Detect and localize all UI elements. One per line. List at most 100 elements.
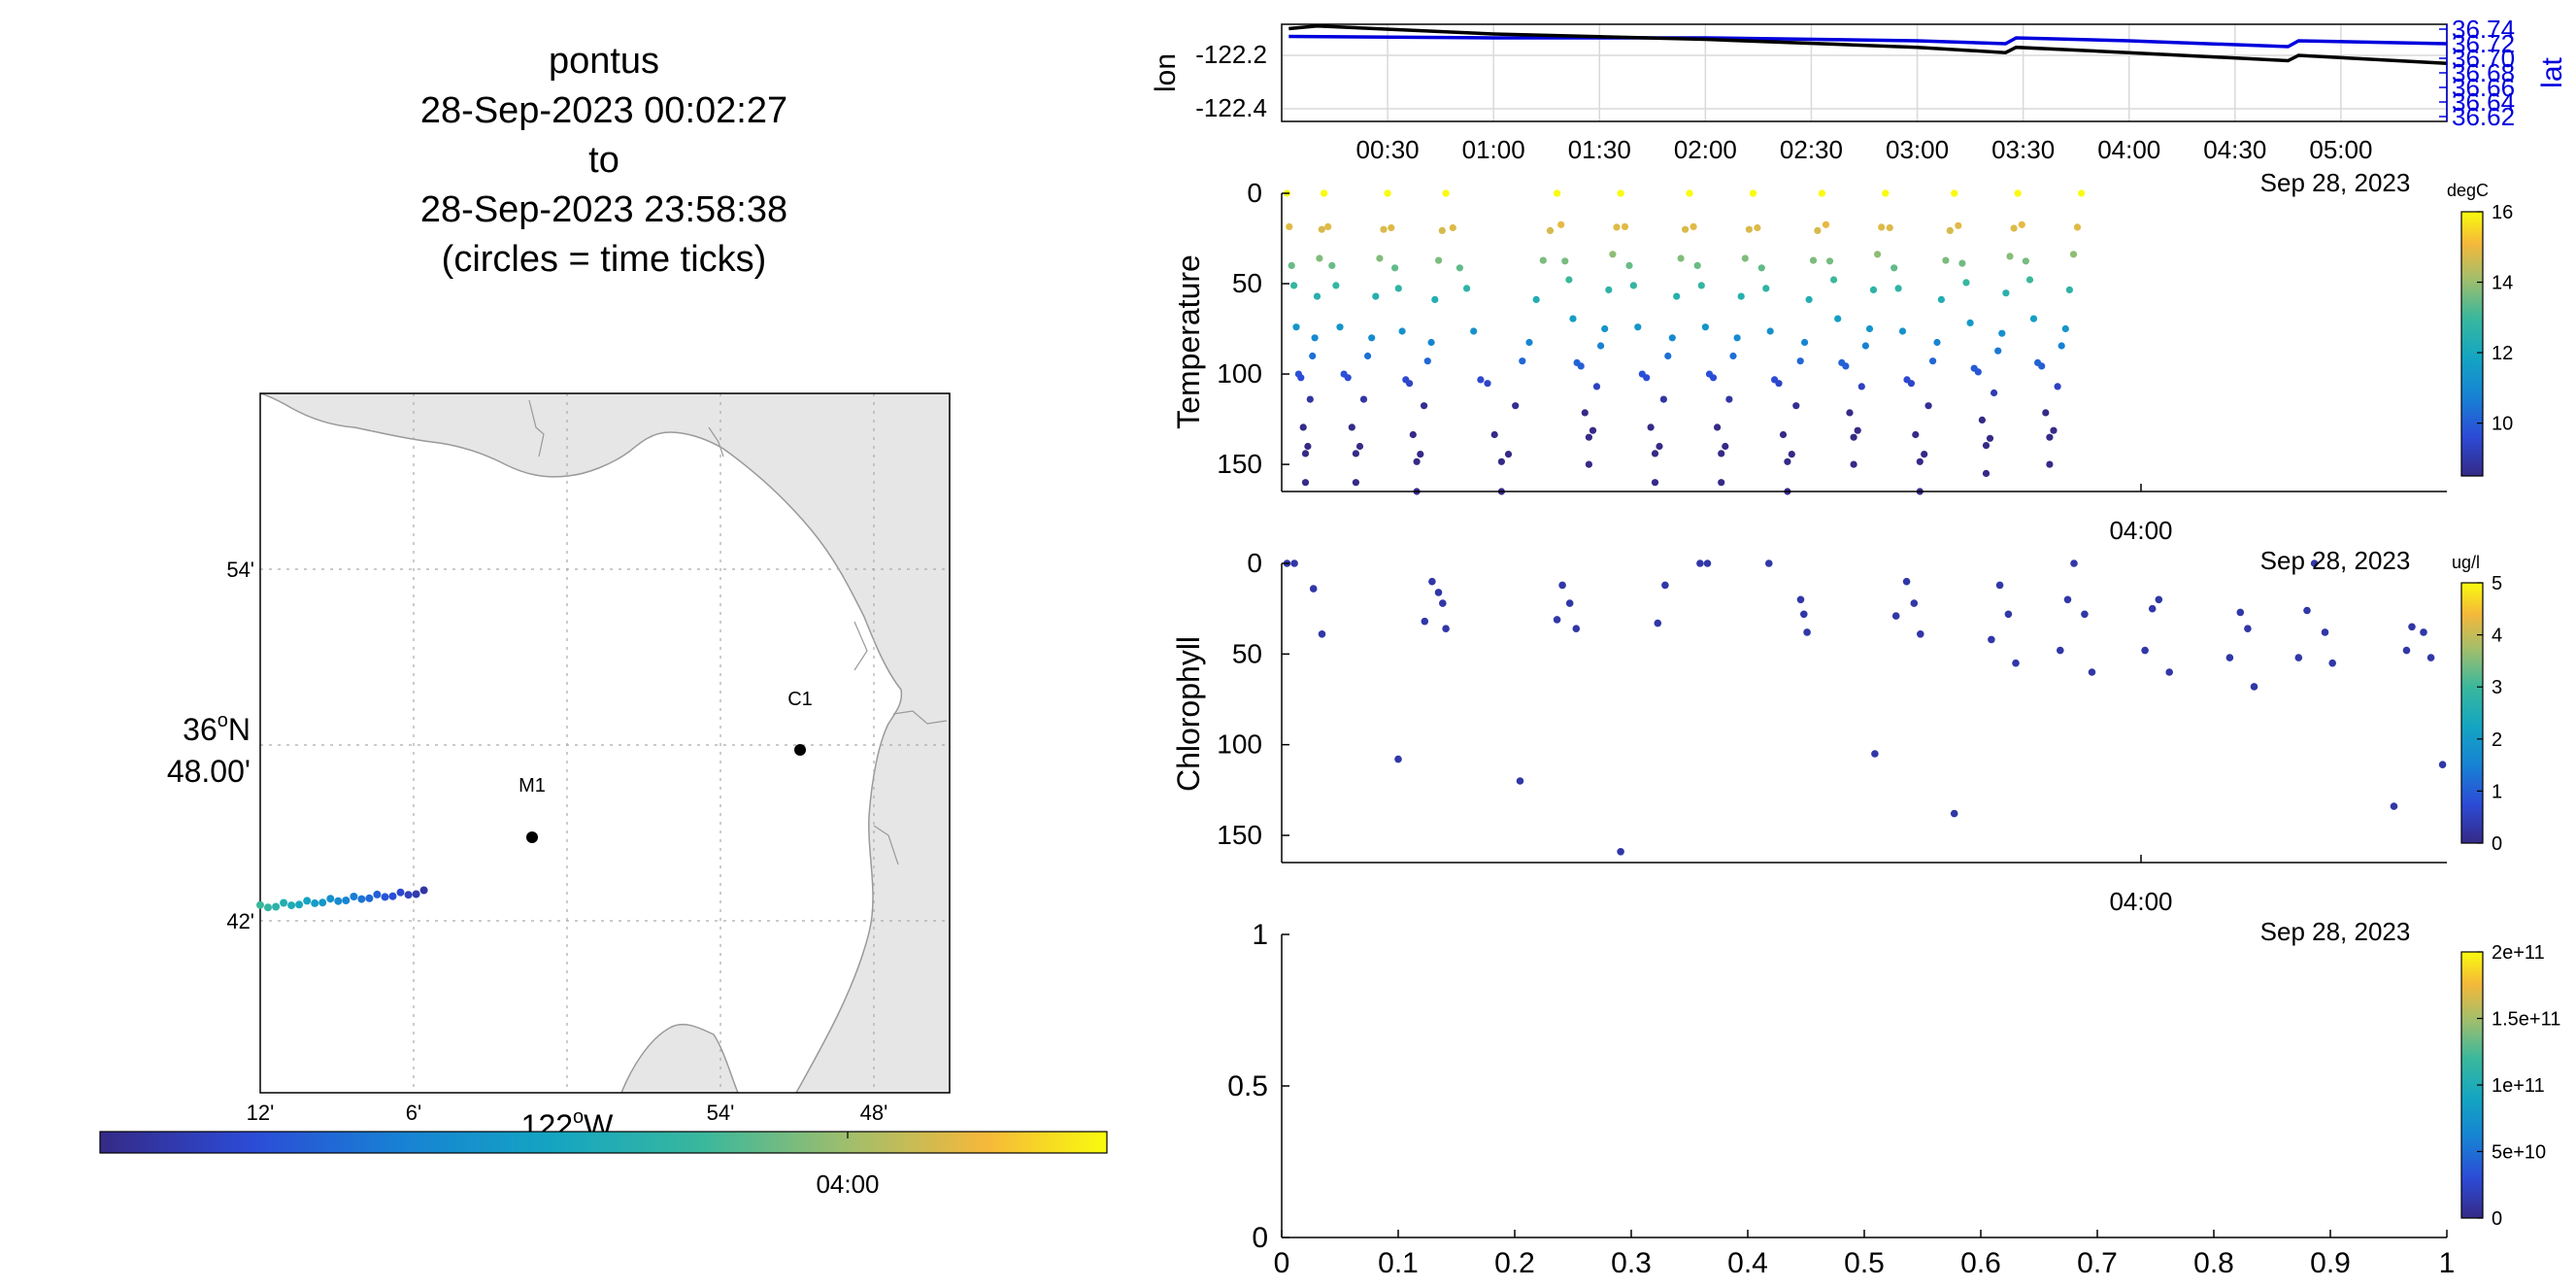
- temperature-point-116: [1718, 479, 1725, 487]
- temperature-point-112: [1701, 323, 1709, 331]
- chlorophyll-point-20: [1765, 559, 1773, 567]
- empty-cb-tick-3: 5e+10: [2492, 1142, 2546, 1164]
- empty-y-tick-0: 0: [1252, 1222, 1268, 1254]
- temperature-point-184: [1966, 319, 1974, 326]
- temperature-point-83: [1592, 383, 1601, 390]
- temperature-point-181: [1955, 221, 1962, 229]
- chlorophyll-axis-label: Chlorophyll: [1171, 636, 1206, 792]
- temperature-point-141: [1809, 256, 1818, 264]
- lat-tick-4: 36.66: [2452, 73, 2515, 102]
- temperature-cb-tick-2: 12: [2492, 343, 2513, 364]
- mooring-m1-label: M1: [519, 775, 546, 797]
- lon-tick-1: -122.2: [1195, 40, 1267, 69]
- title-to: to: [588, 140, 619, 181]
- empty-x-tick-4: 0.4: [1727, 1247, 1768, 1279]
- empty-cb-tick-2: 1e+11: [2492, 1075, 2545, 1097]
- track-point-21: [256, 900, 264, 909]
- temperature-y-tick-3: 150: [1217, 449, 1262, 479]
- chlorophyll-point-36: [2070, 559, 2078, 567]
- empty-x-tick-0: 0: [1274, 1247, 1290, 1279]
- temperature-point-198: [2014, 189, 2022, 197]
- temperature-point-10: [1304, 442, 1312, 451]
- empty-panel-x-ticks: 0 0.1 0.2 0.3 0.4 0.5 0.6 0.7 0.8 0.9 1: [1274, 1230, 2456, 1279]
- temperature-point-9: [1301, 450, 1310, 458]
- temperature-point-204: [2038, 362, 2046, 370]
- river-4: [892, 710, 948, 725]
- temperature-point-66: [1519, 357, 1526, 365]
- temperature-point-199: [2018, 220, 2025, 228]
- temperature-point-49: [1427, 338, 1435, 347]
- track-point-0: [419, 886, 428, 895]
- time-tick-9: 05:00: [2309, 135, 2372, 164]
- lon-label-6: 6': [406, 1101, 421, 1125]
- chlorophyll-point-11: [1553, 616, 1561, 624]
- temperature-point-127: [1754, 223, 1761, 232]
- temperature-point-93: [1629, 282, 1637, 289]
- temperature-point-73: [1557, 220, 1565, 228]
- temperature-point-88: [1613, 223, 1621, 231]
- track-point-16: [295, 900, 304, 909]
- temperature-colorbar: [2460, 211, 2484, 477]
- chlorophyll-points: [1283, 559, 2447, 856]
- track-point-12: [326, 895, 335, 903]
- chlorophyll-point-19: [1703, 559, 1712, 567]
- temperature-point-4: [1292, 323, 1300, 331]
- temperature-point-43: [1409, 430, 1417, 439]
- temperature-point-78: [1577, 362, 1585, 370]
- temperature-y-tick-2: 100: [1217, 358, 1262, 389]
- temperature-point-155: [1857, 383, 1865, 390]
- track-point-3: [396, 888, 405, 897]
- temperature-point-14: [1313, 292, 1321, 300]
- temperature-point-187: [1978, 416, 1986, 424]
- chlorophyll-y-tick-2: 100: [1217, 729, 1262, 760]
- lon-series-line: [1288, 24, 2448, 66]
- time-tick-4: 02:30: [1780, 135, 1843, 164]
- temperature-point-84: [1597, 342, 1605, 350]
- chlorophyll-point-12: [1558, 581, 1566, 590]
- empty-x-tick-8: 0.8: [2193, 1247, 2234, 1279]
- temperature-point-154: [1854, 426, 1861, 434]
- temperature-point-46: [1417, 451, 1424, 458]
- temperature-point-156: [1861, 342, 1869, 350]
- chlorophyll-cb-tick-5: 0: [2492, 833, 2502, 855]
- chlorophyll-point-17: [1661, 581, 1669, 590]
- chlorophyll-point-47: [2294, 654, 2303, 661]
- temperature-point-176: [1937, 295, 1945, 303]
- temperature-point-15: [1316, 254, 1323, 262]
- lon-label-12: 12': [247, 1101, 275, 1125]
- temperature-point-65: [1512, 402, 1520, 410]
- temperature-point-29: [1359, 395, 1368, 403]
- temperature-point-138: [1796, 357, 1804, 365]
- empty-x-tick-2: 0.2: [1494, 1247, 1535, 1279]
- temperature-point-91: [1621, 222, 1629, 230]
- platform-name: pontus: [548, 41, 660, 82]
- chlorophyll-point-25: [1891, 612, 1900, 620]
- temperature-point-16: [1318, 225, 1325, 233]
- empty-panel: 0 0.1 0.2 0.3 0.4 0.5 0.6 0.7 0.8 0.9 1 00.51 2e+1…: [1227, 919, 2560, 1279]
- temperature-point-11: [1306, 395, 1314, 403]
- temperature-y-ticks: 0 50 100 150: [1217, 178, 1289, 479]
- track-point-17: [287, 901, 296, 910]
- lon-label-48: 48': [860, 1101, 888, 1125]
- temperature-point-137: [1792, 402, 1800, 410]
- chlorophyll-point-28: [1917, 630, 1924, 638]
- temperature-point-142: [1814, 226, 1822, 234]
- chlorophyll-point-30: [1988, 635, 1995, 644]
- track-point-10: [342, 897, 351, 904]
- lat-label-36n: 36oN: [183, 710, 251, 747]
- chlorophyll-point-18: [1696, 559, 1704, 567]
- empty-x-tick-10: 1: [2439, 1247, 2456, 1279]
- chlorophyll-point-5: [1421, 617, 1429, 626]
- temperature-point-132: [1775, 380, 1783, 388]
- temperature-point-36: [1384, 189, 1391, 197]
- temperature-point-172: [1921, 451, 1928, 458]
- lon-lat-panel: -122.2 -122.4 lon 36.7436.7236.7036.6836…: [1150, 15, 2568, 197]
- temperature-point-58: [1470, 327, 1478, 335]
- temperature-point-74: [1561, 257, 1569, 265]
- temperature-point-63: [1497, 458, 1505, 465]
- temperature-point-59: [1477, 376, 1485, 384]
- chlorophyll-point-27: [1910, 599, 1919, 607]
- chlorophyll-point-46: [2250, 683, 2258, 691]
- temperature-point-192: [1994, 347, 2002, 355]
